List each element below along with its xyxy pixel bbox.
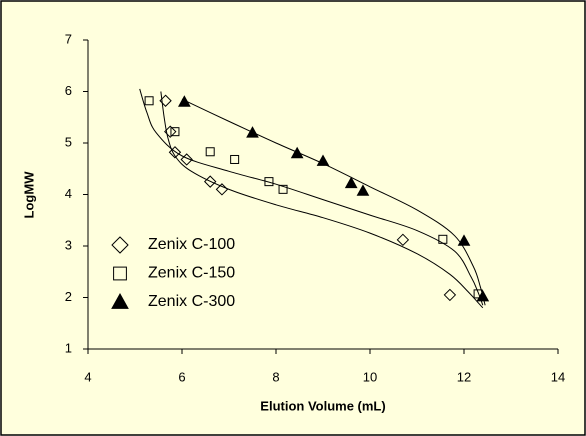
point xyxy=(144,96,154,106)
point xyxy=(230,154,240,164)
point xyxy=(476,289,490,302)
point xyxy=(168,146,182,159)
x-tick-label: 12 xyxy=(457,369,471,384)
x-tick-label: 6 xyxy=(178,369,185,384)
point xyxy=(159,94,172,107)
y-tick-label: 5 xyxy=(65,134,72,149)
legend-marker xyxy=(113,266,127,281)
x-tick-label: 10 xyxy=(363,369,377,384)
x-tick-label: 14 xyxy=(551,369,565,384)
fit-curve xyxy=(160,91,484,309)
legend-label: Zenix C-150 xyxy=(148,265,235,282)
y-tick-label: 1 xyxy=(65,340,72,355)
legend-label: Zenix C-100 xyxy=(148,236,235,253)
y-axis-title: LogMW xyxy=(21,171,36,219)
point xyxy=(164,125,177,138)
legend-marker xyxy=(111,292,129,309)
point xyxy=(278,184,288,194)
legend-marker xyxy=(111,236,129,254)
y-tick-label: 7 xyxy=(65,31,72,46)
point xyxy=(396,233,410,247)
x-tick-label: 8 xyxy=(272,369,279,384)
point xyxy=(180,153,193,166)
point xyxy=(264,177,274,187)
point xyxy=(443,288,457,302)
point xyxy=(205,147,215,157)
point xyxy=(246,126,259,138)
point xyxy=(215,183,229,196)
point xyxy=(457,234,471,246)
y-tick-label: 3 xyxy=(65,237,72,252)
fit-curve xyxy=(139,88,484,306)
point xyxy=(203,175,217,188)
point xyxy=(290,146,304,159)
x-tick-label: 4 xyxy=(84,369,91,384)
point xyxy=(170,127,180,137)
y-tick-label: 4 xyxy=(65,186,72,201)
y-tick-label: 6 xyxy=(65,83,72,98)
point xyxy=(178,95,191,107)
point xyxy=(356,184,370,196)
legend-label: Zenix C-300 xyxy=(148,293,235,310)
x-axis-title: Elution Volume (mL) xyxy=(260,398,385,413)
point xyxy=(316,154,330,166)
point xyxy=(438,234,448,244)
point xyxy=(344,176,358,189)
y-tick-label: 2 xyxy=(65,289,72,304)
